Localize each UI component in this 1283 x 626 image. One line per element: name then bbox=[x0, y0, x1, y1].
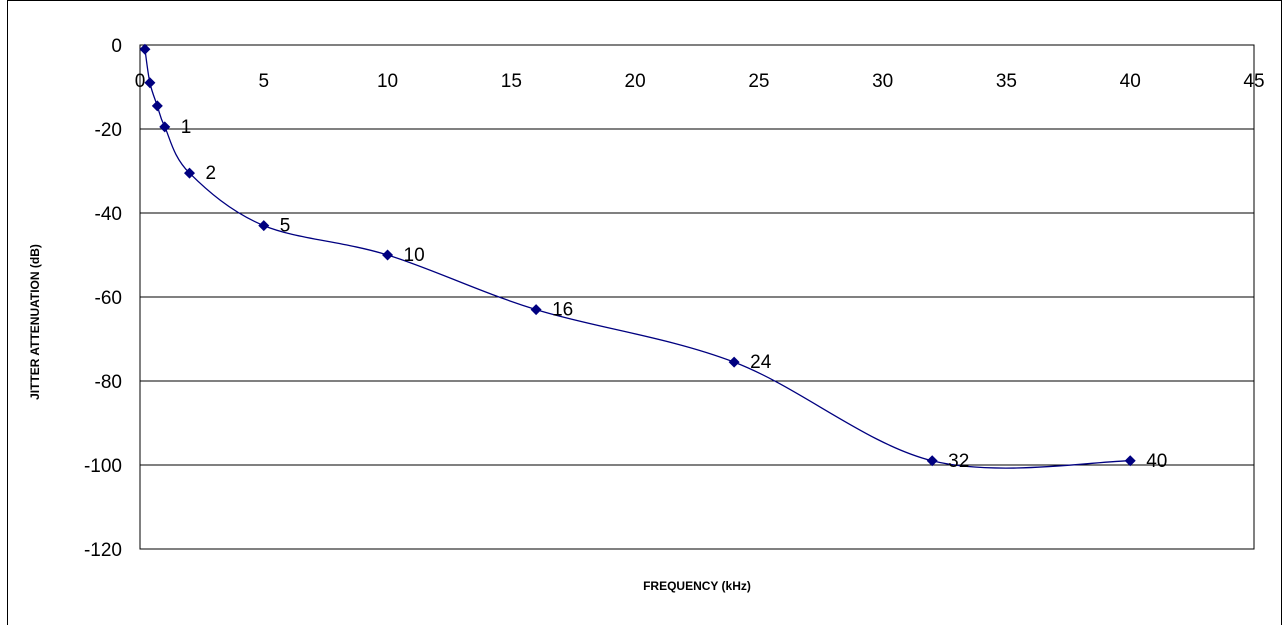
x-axis-title: FREQUENCY (kHz) bbox=[643, 579, 751, 593]
y-axis-title: JITTER ATTENUATION (dB) bbox=[28, 244, 42, 400]
data-point-marker bbox=[159, 121, 171, 133]
x-tick-label: 5 bbox=[258, 71, 269, 92]
gridlines bbox=[140, 128, 1254, 466]
data-point-marker bbox=[382, 249, 394, 261]
data-point-marker bbox=[144, 77, 156, 89]
x-tick-label: 25 bbox=[748, 71, 769, 92]
data-point-label: 1 bbox=[181, 117, 192, 138]
x-tick-label: 10 bbox=[377, 71, 398, 92]
data-point-label: 32 bbox=[948, 451, 969, 472]
y-tick-label: 0 bbox=[111, 36, 122, 57]
x-tick-label: 0 bbox=[135, 71, 146, 92]
x-tick-label: 35 bbox=[996, 71, 1017, 92]
y-tick-label: -100 bbox=[84, 456, 122, 477]
x-tick-label: 30 bbox=[872, 71, 893, 92]
x-tick-labels: 0 5 10 15 20 25 30 35 40 45 bbox=[135, 71, 1265, 92]
data-markers bbox=[139, 43, 1136, 467]
data-point-marker bbox=[926, 455, 938, 467]
series-line bbox=[144, 49, 1131, 469]
data-point-label: 10 bbox=[404, 245, 425, 266]
data-point-label: 40 bbox=[1146, 451, 1167, 472]
x-tick-label: 15 bbox=[501, 71, 522, 92]
data-point-label: 2 bbox=[206, 163, 217, 184]
y-tick-label: -60 bbox=[95, 288, 122, 309]
y-tick-labels: 0 -20 -40 -60 -80 -100 -120 bbox=[84, 36, 122, 561]
data-point-marker bbox=[258, 220, 270, 232]
data-point-marker bbox=[728, 356, 740, 368]
data-point-marker bbox=[184, 167, 196, 179]
data-point-marker bbox=[530, 304, 542, 316]
y-tick-label: -20 bbox=[95, 120, 122, 141]
x-tick-label: 45 bbox=[1243, 71, 1264, 92]
chart-frame bbox=[7, 0, 1282, 625]
data-point-marker bbox=[139, 43, 151, 55]
plot-area bbox=[139, 44, 1255, 550]
data-point-label: 5 bbox=[280, 216, 291, 237]
data-point-marker bbox=[151, 100, 163, 112]
y-tick-label: -80 bbox=[95, 372, 122, 393]
data-point-marker bbox=[1124, 455, 1136, 467]
data-point-label: 16 bbox=[552, 300, 573, 321]
data-point-label: 24 bbox=[750, 352, 772, 373]
x-tick-label: 20 bbox=[625, 71, 646, 92]
data-labels: 1 2 5 10 16 24 32 40 bbox=[181, 117, 1168, 472]
x-tick-label: 40 bbox=[1120, 71, 1141, 92]
y-tick-label: -40 bbox=[95, 204, 122, 225]
y-tick-label: -120 bbox=[84, 540, 122, 561]
